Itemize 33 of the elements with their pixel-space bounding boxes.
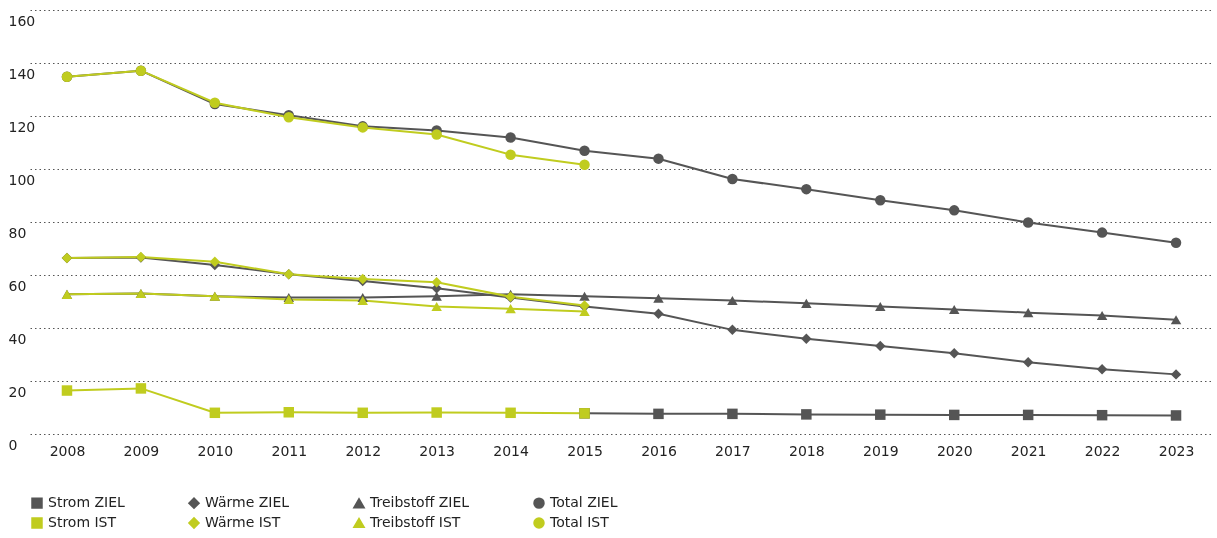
y-tick-label: 80 (8, 224, 27, 241)
y-tick-label: 140 (8, 65, 36, 82)
x-tick-label: 2013 (419, 442, 455, 459)
x-tick-label: 2016 (641, 442, 677, 459)
x-tick-label: 2023 (1158, 442, 1195, 459)
legend-label: Total ZIEL (549, 494, 618, 511)
x-tick-label: 2017 (715, 442, 751, 459)
legend-label: Wärme ZIEL (205, 494, 290, 511)
x-tick-label: 2010 (197, 442, 234, 459)
x-tick-label: 2009 (123, 442, 160, 459)
legend-label: Strom IST (48, 514, 117, 530)
legend-label: Treibstoff IST (369, 514, 461, 530)
x-tick-label: 2020 (936, 442, 973, 459)
legend-label: Treibstoff ZIEL (369, 494, 470, 511)
x-tick-label: 2019 (862, 442, 899, 459)
x-tick-label: 2014 (493, 442, 529, 459)
legend-label: Wärme IST (205, 514, 281, 530)
x-tick-label: 2011 (271, 442, 308, 459)
y-tick-label: 160 (8, 12, 36, 29)
x-tick-label: 2018 (789, 442, 825, 459)
y-tick-label: 100 (8, 171, 36, 188)
x-tick-label: 2008 (49, 442, 86, 459)
y-tick-label: 60 (8, 277, 27, 294)
x-tick-label: 2012 (345, 442, 382, 459)
y-tick-label: 120 (8, 118, 36, 135)
legend-label: Total IST (549, 514, 610, 530)
legend-label: Strom ZIEL (48, 494, 126, 511)
y-tick-label: 40 (8, 330, 27, 347)
x-tick-label: 2022 (1084, 442, 1121, 459)
y-tick-label: 0 (8, 436, 18, 453)
x-tick-label: 2015 (567, 442, 603, 459)
x-tick-label: 2021 (1010, 442, 1047, 459)
y-tick-label: 20 (8, 383, 27, 400)
